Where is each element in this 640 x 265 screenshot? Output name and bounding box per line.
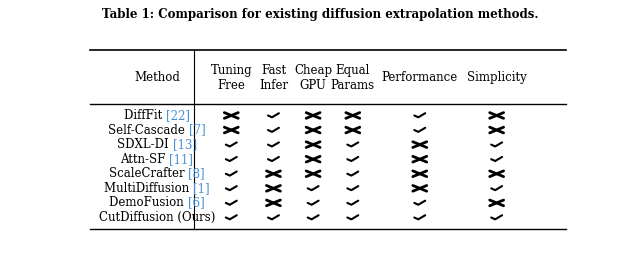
Text: SDXL-DI: SDXL-DI	[117, 138, 173, 151]
Text: Simplicity: Simplicity	[467, 71, 527, 84]
Text: Performance: Performance	[381, 71, 458, 84]
Text: ScaleCrafter: ScaleCrafter	[109, 167, 188, 180]
Text: [13]: [13]	[173, 138, 196, 151]
Text: CutDiffusion (Ours): CutDiffusion (Ours)	[99, 211, 215, 224]
Text: Cheap
GPU: Cheap GPU	[294, 64, 332, 92]
Text: [7]: [7]	[189, 123, 205, 136]
Text: Self-Cascade: Self-Cascade	[108, 123, 189, 136]
Text: DiffFit: DiffFit	[124, 109, 166, 122]
Text: [11]: [11]	[170, 153, 193, 166]
Text: Equal
Params: Equal Params	[331, 64, 375, 92]
Text: Fast
Infer: Fast Infer	[259, 64, 288, 92]
Text: Attn-SF: Attn-SF	[120, 153, 170, 166]
Text: [8]: [8]	[188, 167, 205, 180]
Text: MultiDiffusion: MultiDiffusion	[104, 182, 193, 195]
Text: Tuning
Free: Tuning Free	[211, 64, 252, 92]
Text: [1]: [1]	[193, 182, 210, 195]
Text: DemoFusion: DemoFusion	[109, 196, 188, 209]
Text: [22]: [22]	[166, 109, 190, 122]
Text: Table 1: Comparison for existing diffusion extrapolation methods.: Table 1: Comparison for existing diffusi…	[102, 8, 538, 21]
Text: [6]: [6]	[188, 196, 205, 209]
Text: Method: Method	[134, 71, 180, 84]
